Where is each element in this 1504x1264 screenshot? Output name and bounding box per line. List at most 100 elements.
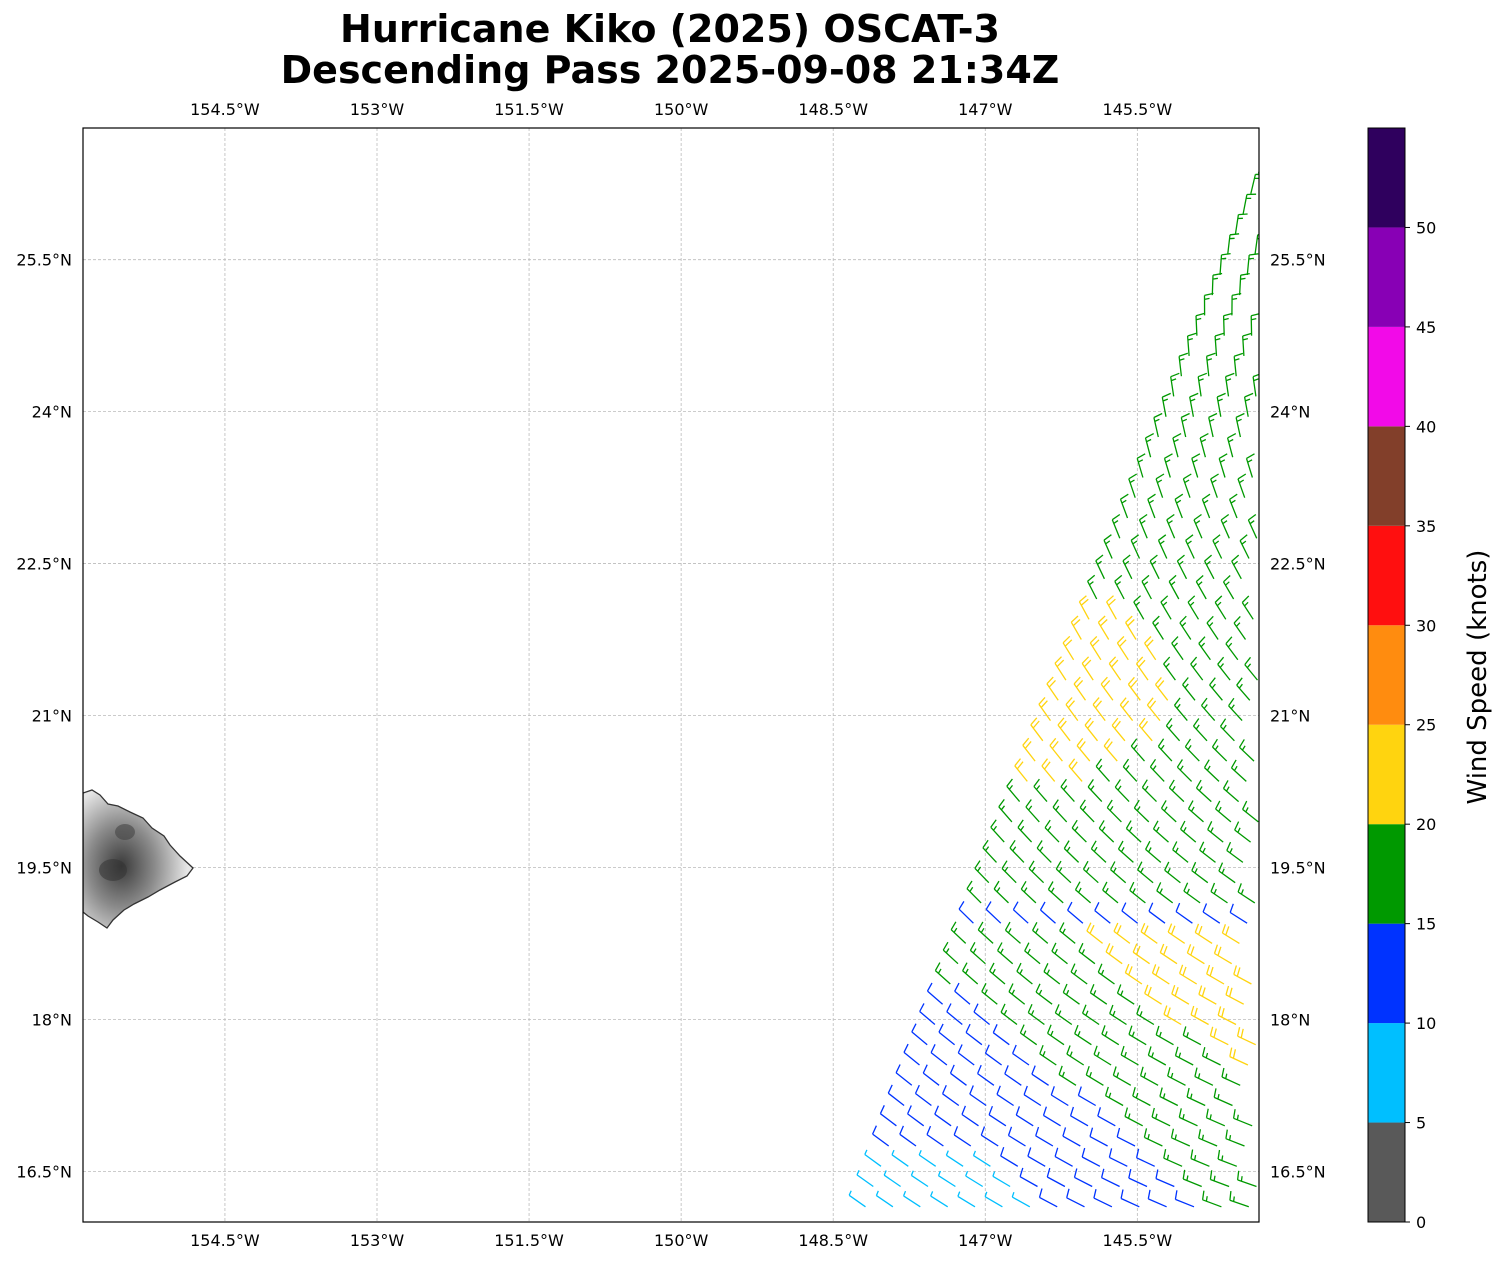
wind-barb (1236, 677, 1251, 701)
axis-ticks: 154.5°W 154.5°W 153°W 153°W 151.5°W 151.5°W 15… (16, 100, 1325, 1250)
wind-barb (1231, 554, 1242, 580)
wind-barb (1168, 574, 1180, 600)
lon-tick-label-bottom: 153°W (350, 1231, 405, 1250)
wind-barb (1108, 656, 1122, 681)
wind-barb (1033, 778, 1048, 803)
island-of-hawaii (83, 789, 194, 929)
wind-barb (1125, 615, 1137, 640)
wind-barb (1027, 1147, 1046, 1167)
wind-barb (1076, 738, 1091, 762)
wind-barb (1179, 615, 1192, 640)
wind-barb (1020, 880, 1037, 904)
wind-barb (1217, 656, 1231, 681)
wind-barb (961, 1105, 979, 1127)
wind-barb (1187, 800, 1204, 823)
wind-barb (1217, 1006, 1237, 1026)
wind-barb (1136, 453, 1146, 478)
wind-barb (1230, 759, 1247, 782)
wind-barb (1114, 779, 1130, 803)
wind-barb (1086, 922, 1104, 944)
wind-barb (1141, 574, 1152, 600)
wind-barb (1145, 840, 1162, 863)
wind-barb (1183, 882, 1201, 904)
wind-barb (1058, 1065, 1077, 1086)
wind-barb (1151, 1107, 1171, 1127)
wind-barb (1194, 923, 1213, 944)
colorbar-tick-label: 5 (1416, 1114, 1426, 1133)
wind-barb (1170, 1128, 1191, 1147)
lat-tick-label-right: 21°N (1270, 707, 1310, 726)
wind-barb (891, 1149, 909, 1167)
wind-barb (965, 1170, 984, 1188)
wind-barb (1004, 921, 1021, 944)
wind-barb (1059, 922, 1076, 944)
wind-barb (1242, 800, 1259, 823)
lat-tick-label-left: 18°N (32, 1010, 72, 1029)
wind-barb (902, 1190, 921, 1208)
lon-tick-label-top: 153°W (350, 100, 405, 119)
wind-barb (1213, 944, 1233, 965)
wind-barb (1238, 739, 1255, 762)
wind-barb (1133, 595, 1145, 620)
wind-barb (1073, 676, 1087, 701)
wind-barb (1094, 902, 1111, 924)
wind-barb (1016, 962, 1033, 985)
wind-barb (1252, 373, 1259, 397)
wind-barb (1176, 554, 1188, 580)
wind-barb (1190, 1149, 1210, 1167)
wind-barb (966, 880, 982, 904)
wind-barb (1225, 985, 1245, 1005)
wind-barb (1054, 656, 1067, 681)
wind-barb (911, 1023, 928, 1046)
wind-barb (914, 1084, 932, 1107)
wind-barb (1019, 1024, 1038, 1046)
wind-barb (1185, 534, 1195, 559)
wind-barb (946, 1003, 963, 1026)
wind-barb (1195, 312, 1206, 336)
wind-barb (1212, 534, 1223, 559)
wind-barb (1235, 412, 1245, 438)
wind-barb (997, 942, 1014, 965)
wind-barb (993, 880, 1009, 904)
wind-barb (1062, 1127, 1081, 1147)
wind-barb (1159, 1087, 1179, 1107)
wind-barb (1176, 759, 1193, 782)
wind-barb (1245, 453, 1255, 478)
wind-barb (945, 1150, 964, 1167)
wind-barb (1012, 1044, 1030, 1066)
wind-barb (1218, 862, 1236, 884)
wind-barb (1073, 1168, 1093, 1188)
wind-barb (1044, 819, 1060, 843)
wind-barb (1066, 1188, 1085, 1208)
lat-tick-label-right: 25.5°N (1270, 251, 1326, 270)
wind-barb (1116, 635, 1129, 661)
wind-barb (1124, 963, 1143, 985)
wind-barb (1209, 1026, 1229, 1046)
wind-barb (1167, 923, 1186, 944)
wind-barb (1220, 513, 1230, 539)
wind-barb (1055, 860, 1072, 884)
wind-barb (1051, 942, 1068, 965)
wind-barb (930, 1044, 948, 1066)
lat-tick-label-right: 18°N (1270, 1010, 1310, 1029)
wind-barb (962, 962, 979, 985)
wind-barb (1167, 1067, 1186, 1086)
colorbar-tick-label: 0 (1416, 1213, 1426, 1232)
wind-barb (1209, 677, 1223, 701)
wind-barb (1070, 615, 1082, 640)
wind-barb (957, 1044, 975, 1066)
lon-tick-label-bottom: 147°W (958, 1231, 1013, 1250)
wind-barb (1231, 292, 1242, 316)
wind-barb (1095, 758, 1110, 782)
wind-barb (1197, 372, 1208, 397)
wind-barb (1082, 860, 1099, 884)
wind-barb (1210, 882, 1228, 904)
wind-barb (1067, 901, 1084, 924)
wind-barb (1024, 942, 1041, 965)
wind-barb (1120, 1045, 1139, 1066)
wind-barb (1222, 575, 1235, 600)
wind-barb (1041, 758, 1056, 782)
wind-barb (1097, 615, 1110, 640)
wind-barb (1137, 861, 1154, 884)
wind-barb (1160, 595, 1172, 620)
